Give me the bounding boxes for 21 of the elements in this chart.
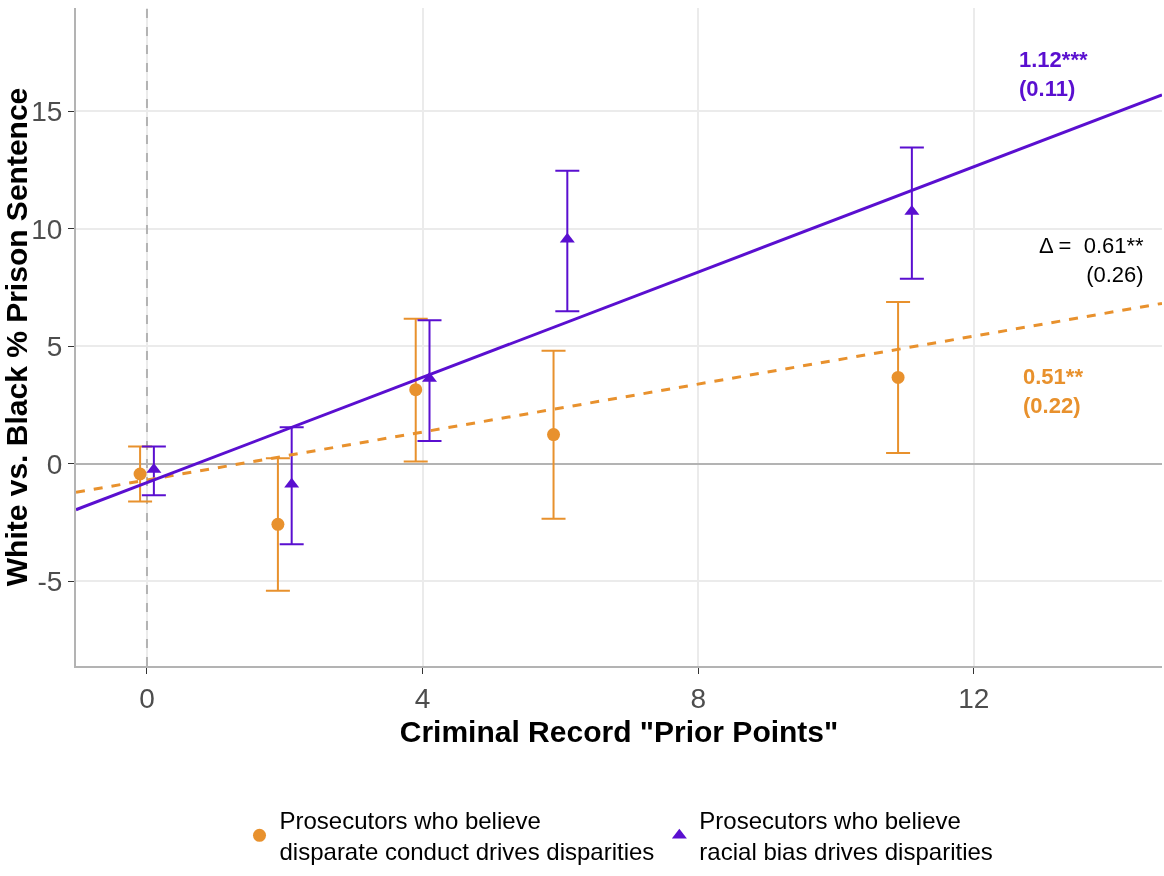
y-tick-label: 5 <box>46 331 63 363</box>
legend-label: Prosecutors who believe disparate conduct drives disparities <box>279 807 655 866</box>
x-tick-label: 8 <box>690 682 707 714</box>
x-tick-label: 12 <box>958 682 990 714</box>
annotation: Δ = 0.61** (0.26) <box>1039 233 1145 287</box>
legend-label: Prosecutors who believe racial bias drives disparities <box>699 807 993 866</box>
y-tick-label: 0 <box>46 448 63 480</box>
y-tick-label: -5 <box>37 566 63 598</box>
annotation: 0.51** (0.22) <box>1023 364 1084 418</box>
annotation: 1.12*** (0.11) <box>1019 47 1088 101</box>
y-tick-label: 10 <box>31 213 63 245</box>
point <box>547 428 561 442</box>
point <box>891 370 905 384</box>
point <box>409 383 423 397</box>
point <box>271 517 285 531</box>
x-tick-label: 4 <box>414 682 431 714</box>
point <box>133 467 147 481</box>
x-axis-title: Criminal Record "Prior Points" <box>399 714 839 748</box>
y-tick-label: 15 <box>31 96 63 128</box>
x-tick-label: 0 <box>139 682 155 714</box>
y-axis-title: White vs. Black % Prison Sentence <box>0 87 33 587</box>
